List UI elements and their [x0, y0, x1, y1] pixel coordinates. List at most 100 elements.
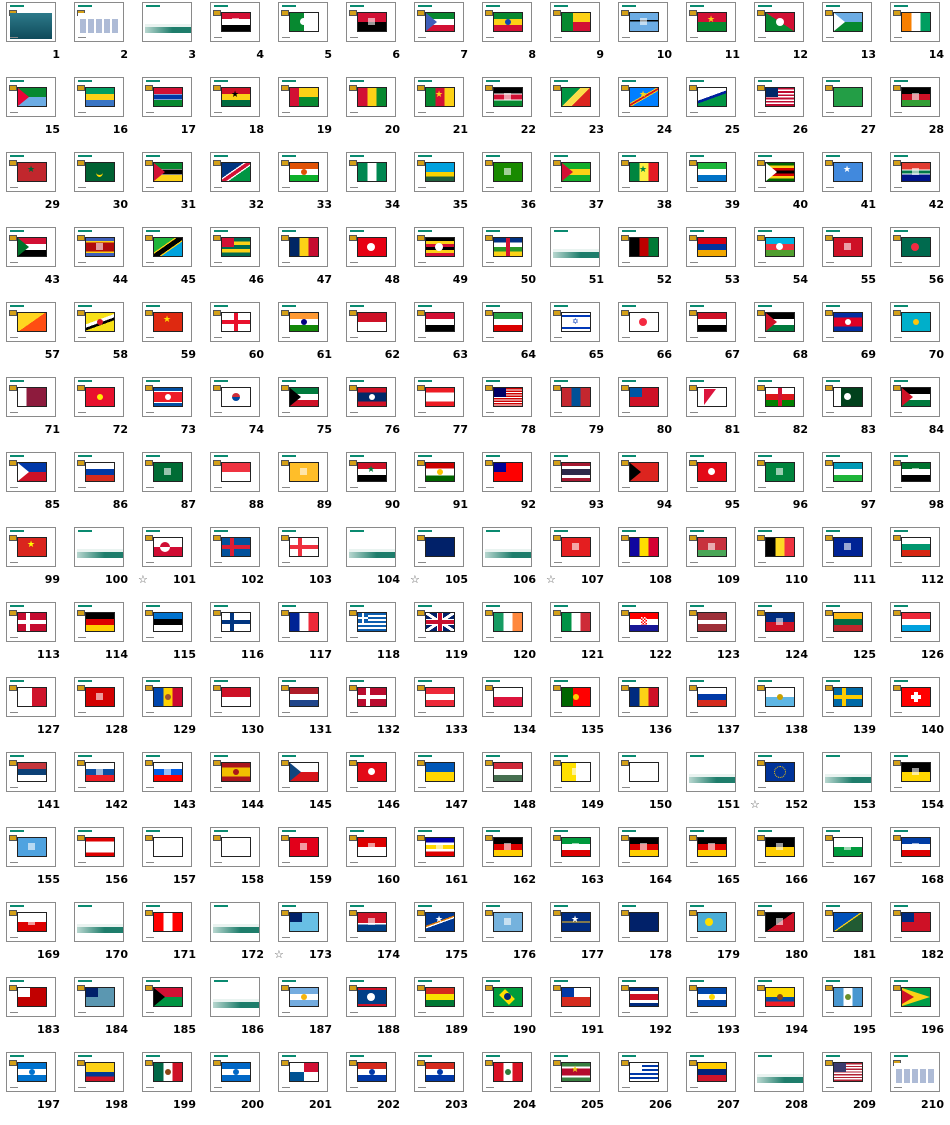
slide-thumbnail[interactable] — [822, 2, 872, 42]
slide-thumbnail-cell[interactable]: 80 — [612, 375, 678, 450]
slide-thumbnail[interactable] — [890, 452, 940, 492]
slide-thumbnail-cell[interactable]: 162 — [476, 825, 542, 900]
slide-thumbnail[interactable]: ★ — [210, 77, 260, 117]
slide-thumbnail-cell[interactable]: 151 — [680, 750, 746, 825]
slide-thumbnail[interactable]: ★ — [618, 152, 668, 192]
slide-thumbnail-cell[interactable]: 19 — [272, 75, 338, 150]
slide-thumbnail[interactable] — [278, 752, 328, 792]
slide-thumbnail-cell[interactable]: 153 — [816, 750, 882, 825]
slide-thumbnail-cell[interactable]: 204 — [476, 1050, 542, 1125]
slide-thumbnail-cell[interactable]: 157 — [136, 825, 202, 900]
slide-thumbnail[interactable]: ★ — [414, 902, 464, 942]
slide-thumbnail-cell[interactable]: 58 — [68, 300, 134, 375]
slide-thumbnail-cell[interactable]: ★ 38 — [612, 150, 678, 225]
slide-thumbnail[interactable] — [278, 827, 328, 867]
slide-thumbnail[interactable] — [210, 977, 260, 1017]
slide-thumbnail-cell[interactable]: 129 — [136, 675, 202, 750]
slide-thumbnail[interactable] — [754, 152, 804, 192]
slide-thumbnail[interactable] — [754, 302, 804, 342]
slide-thumbnail-cell[interactable]: 202 — [340, 1050, 406, 1125]
slide-thumbnail[interactable] — [890, 752, 940, 792]
slide-thumbnail-cell[interactable]: 79 — [544, 375, 610, 450]
slide-thumbnail[interactable] — [142, 377, 192, 417]
slide-thumbnail-cell[interactable]: 126 — [884, 600, 950, 675]
slide-thumbnail-cell[interactable]: 140 — [884, 675, 950, 750]
slide-thumbnail-cell[interactable]: 121 — [544, 600, 610, 675]
slide-thumbnail[interactable] — [754, 677, 804, 717]
slide-thumbnail[interactable]: ★ — [618, 77, 668, 117]
slide-thumbnail-cell[interactable]: 28 — [884, 75, 950, 150]
slide-thumbnail-cell[interactable]: 114 — [68, 600, 134, 675]
slide-thumbnail-cell[interactable]: 138 — [748, 675, 814, 750]
slide-thumbnail[interactable] — [346, 602, 396, 642]
slide-thumbnail[interactable] — [482, 827, 532, 867]
slide-thumbnail[interactable] — [6, 302, 56, 342]
slide-thumbnail[interactable] — [482, 152, 532, 192]
slide-thumbnail-cell[interactable]: 15 — [0, 75, 66, 150]
slide-thumbnail[interactable] — [822, 677, 872, 717]
slide-thumbnail-cell[interactable]: 61 — [272, 300, 338, 375]
slide-thumbnail-cell[interactable]: 30 — [68, 150, 134, 225]
slide-thumbnail-cell[interactable]: 120 — [476, 600, 542, 675]
slide-thumbnail-cell[interactable]: 207 — [680, 1050, 746, 1125]
slide-thumbnail-cell[interactable]: 33 — [272, 150, 338, 225]
slide-thumbnail[interactable] — [414, 977, 464, 1017]
slide-thumbnail-cell[interactable]: 71 — [0, 375, 66, 450]
slide-thumbnail-cell[interactable]: 197 — [0, 1050, 66, 1125]
slide-thumbnail[interactable] — [550, 977, 600, 1017]
slide-thumbnail-cell[interactable]: 112 — [884, 525, 950, 600]
slide-thumbnail[interactable] — [686, 152, 736, 192]
slide-thumbnail[interactable] — [822, 902, 872, 942]
slide-thumbnail[interactable] — [618, 1052, 668, 1092]
slide-thumbnail[interactable] — [278, 152, 328, 192]
slide-thumbnail-cell[interactable]: 68 — [748, 300, 814, 375]
slide-thumbnail-cell[interactable]: 206 — [612, 1050, 678, 1125]
slide-thumbnail[interactable] — [210, 1052, 260, 1092]
slide-thumbnail[interactable] — [890, 827, 940, 867]
slide-thumbnail-cell[interactable]: 45 — [136, 225, 202, 300]
slide-thumbnail-cell[interactable]: 185 — [136, 975, 202, 1050]
slide-thumbnail-cell[interactable]: 67 — [680, 300, 746, 375]
slide-thumbnail[interactable] — [74, 2, 124, 42]
slide-thumbnail-cell[interactable]: ☆ 152 — [748, 750, 814, 825]
slide-thumbnail[interactable] — [754, 827, 804, 867]
slide-thumbnail-cell[interactable]: 78 — [476, 375, 542, 450]
slide-thumbnail-cell[interactable]: ★ 18 — [204, 75, 270, 150]
slide-thumbnail-cell[interactable]: 145 — [272, 750, 338, 825]
slide-thumbnail[interactable] — [142, 602, 192, 642]
slide-thumbnail-cell[interactable]: 37 — [544, 150, 610, 225]
slide-thumbnail[interactable] — [6, 677, 56, 717]
slide-thumbnail-cell[interactable]: ☆ 107 — [544, 525, 610, 600]
slide-thumbnail[interactable] — [550, 827, 600, 867]
slide-thumbnail[interactable] — [278, 377, 328, 417]
slide-thumbnail-cell[interactable]: 141 — [0, 750, 66, 825]
slide-thumbnail[interactable] — [414, 752, 464, 792]
slide-thumbnail[interactable] — [414, 1052, 464, 1092]
slide-thumbnail-cell[interactable]: 142 — [68, 750, 134, 825]
slide-thumbnail-cell[interactable]: 123 — [680, 600, 746, 675]
slide-thumbnail[interactable] — [482, 2, 532, 42]
slide-thumbnail[interactable] — [74, 302, 124, 342]
slide-thumbnail-cell[interactable]: 92 — [476, 450, 542, 525]
slide-thumbnail[interactable] — [414, 677, 464, 717]
slide-thumbnail-cell[interactable]: 187 — [272, 975, 338, 1050]
slide-thumbnail-cell[interactable]: 4 — [204, 0, 270, 75]
slide-thumbnail-cell[interactable]: 147 — [408, 750, 474, 825]
slide-thumbnail[interactable] — [482, 302, 532, 342]
slide-thumbnail-cell[interactable]: 135 — [544, 675, 610, 750]
slide-thumbnail[interactable] — [822, 302, 872, 342]
slide-thumbnail-cell[interactable]: 180 — [748, 900, 814, 975]
transition-star-icon[interactable]: ☆ — [410, 573, 420, 586]
slide-thumbnail-cell[interactable]: 174 — [340, 900, 406, 975]
slide-thumbnail-cell[interactable]: 198 — [68, 1050, 134, 1125]
slide-thumbnail[interactable] — [618, 752, 668, 792]
slide-thumbnail-cell[interactable]: 163 — [544, 825, 610, 900]
slide-thumbnail[interactable] — [550, 377, 600, 417]
slide-thumbnail-cell[interactable]: 127 — [0, 675, 66, 750]
slide-thumbnail[interactable] — [142, 452, 192, 492]
slide-thumbnail[interactable] — [618, 977, 668, 1017]
transition-star-icon[interactable]: ☆ — [274, 948, 284, 961]
slide-thumbnail[interactable] — [6, 377, 56, 417]
slide-thumbnail[interactable] — [142, 2, 192, 42]
slide-thumbnail-cell[interactable]: ★ 21 — [408, 75, 474, 150]
